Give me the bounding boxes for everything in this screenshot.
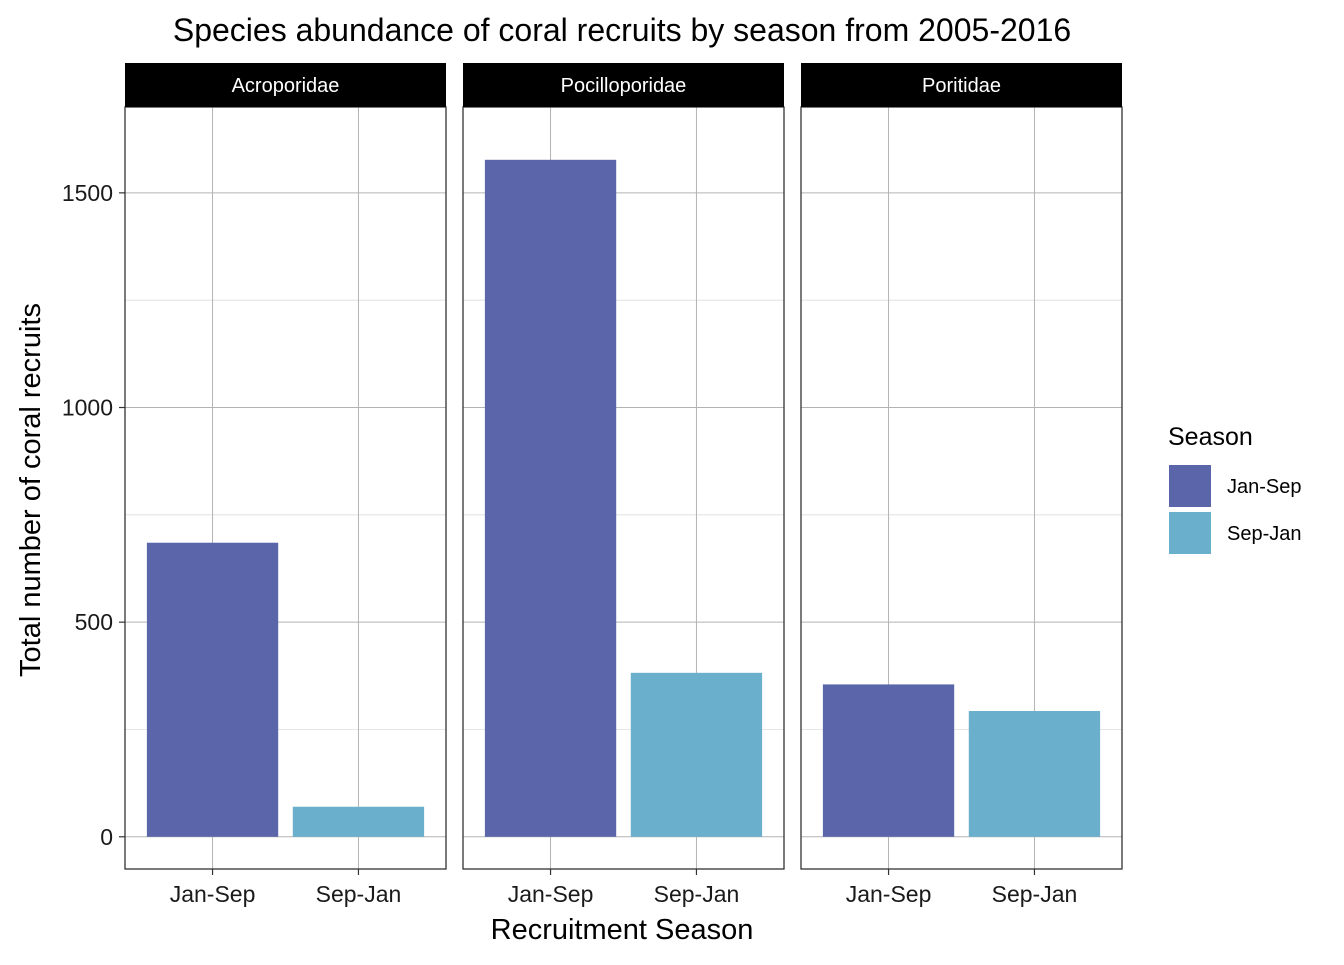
legend: Season Jan-Sep Sep-Jan — [1168, 423, 1302, 554]
x-tick-label: Jan-Sep — [846, 881, 932, 907]
bar-acroporidae-jan-sep — [146, 542, 279, 837]
x-tick-label: Sep-Jan — [654, 881, 740, 907]
y-tick-label: 1500 — [62, 180, 113, 206]
panel-acroporidae: Acroporidae Jan-Sep Sep-Jan — [124, 63, 447, 907]
legend-key — [1169, 465, 1211, 507]
facet-strip — [125, 63, 446, 107]
x-tick-label: Jan-Sep — [508, 881, 594, 907]
x-tick-label: Sep-Jan — [316, 881, 402, 907]
bar-acroporidae-sep-jan — [292, 806, 425, 837]
y-tick-label: 500 — [75, 609, 113, 635]
bar-poritidae-jan-sep — [822, 684, 955, 837]
bar-poritidae-sep-jan — [968, 711, 1101, 837]
y-axis-title: Total number of coral recruits — [15, 303, 47, 677]
chart-title: Species abundance of coral recruits by s… — [173, 12, 1071, 48]
facet-panels: Acroporidae Jan-Sep Sep-Jan Pocilloporidae J… — [124, 63, 1123, 907]
facet-label: Poritidae — [922, 75, 1001, 97]
panel-pocilloporidae: Pocilloporidae Jan-Sep Sep-Jan — [462, 63, 785, 907]
legend-key — [1169, 512, 1211, 554]
y-axis: 0 500 1000 1500 — [62, 180, 125, 850]
x-tick-label: Sep-Jan — [992, 881, 1078, 907]
legend-title: Season — [1168, 423, 1253, 451]
facet-label: Acroporidae — [232, 75, 340, 97]
facet-strip — [801, 63, 1122, 107]
facet-strip — [463, 63, 784, 107]
facet-label: Pocilloporidae — [561, 75, 687, 97]
y-tick-label: 1000 — [62, 395, 113, 421]
bar-pocilloporidae-jan-sep — [484, 159, 617, 837]
y-tick-label: 0 — [100, 824, 113, 850]
legend-label: Sep-Jan — [1227, 523, 1302, 545]
x-tick-label: Jan-Sep — [170, 881, 256, 907]
x-axis-title: Recruitment Season — [491, 914, 754, 946]
bar-pocilloporidae-sep-jan — [630, 672, 763, 837]
panel-poritidae: Poritidae Jan-Sep Sep-Jan — [800, 63, 1123, 907]
legend-label: Jan-Sep — [1227, 476, 1302, 498]
